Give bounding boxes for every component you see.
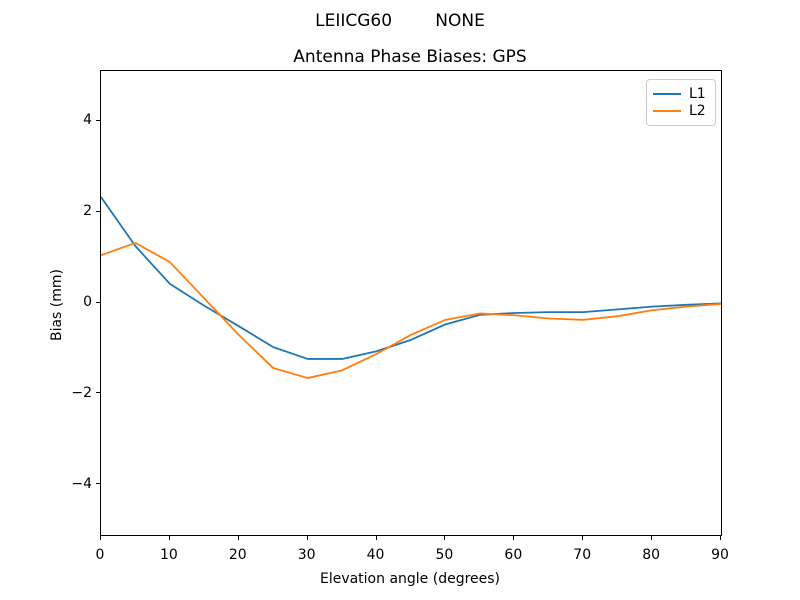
x-tick-mark: [375, 536, 377, 540]
x-tick-label: 10: [159, 547, 178, 563]
plot-area: [100, 70, 722, 536]
y-tick-label: 4: [83, 112, 92, 129]
l2-line: [101, 242, 721, 379]
x-tick-label: 0: [95, 547, 105, 563]
legend-label: L2: [689, 103, 706, 120]
x-tick-mark: [513, 536, 515, 540]
x-tick-mark: [100, 536, 101, 540]
y-tick-mark: [96, 392, 100, 394]
x-tick-mark: [651, 536, 653, 540]
y-tick-mark: [96, 119, 100, 121]
y-tick-mark: [96, 301, 100, 303]
y-tick-label: 2: [83, 203, 92, 220]
legend: L1 L2: [646, 79, 716, 126]
legend-line-swatch-icon: [653, 110, 681, 113]
y-tick-label: 0: [83, 294, 92, 310]
x-axis-label: Elevation angle (degrees): [319, 571, 501, 587]
x-tick-mark: [237, 536, 239, 540]
legend-item-l1: L1: [653, 85, 708, 103]
x-tick-label: 80: [642, 547, 661, 563]
x-tick-label: 60: [504, 547, 523, 563]
figure-suptitle: LEIICG60 NONE: [315, 11, 485, 31]
x-tick-label: 90: [711, 547, 729, 563]
y-tick-mark: [96, 210, 100, 212]
x-tick-mark: [582, 536, 584, 540]
x-tick-label: 70: [573, 547, 592, 563]
x-tick-mark: [720, 536, 721, 540]
chart-canvas: [101, 196, 721, 379]
chart-title: Antenna Phase Biases: GPS: [293, 47, 527, 67]
x-tick-label: 40: [366, 547, 385, 563]
legend-item-l2: L2: [653, 103, 708, 121]
y-tick-mark: [96, 483, 100, 485]
x-tick-label: 30: [297, 547, 316, 563]
y-tick-label: −4: [71, 475, 92, 492]
y-tick-label: −2: [71, 384, 92, 401]
legend-label: L1: [689, 85, 706, 102]
x-tick-label: 20: [228, 547, 247, 563]
l1-line: [101, 196, 721, 360]
legend-line-swatch-icon: [653, 92, 681, 95]
x-tick-mark: [444, 536, 446, 540]
y-axis-label: Bias (mm): [49, 268, 65, 342]
x-tick-mark: [168, 536, 170, 540]
x-tick-label: 50: [435, 547, 454, 563]
x-tick-mark: [306, 536, 308, 540]
